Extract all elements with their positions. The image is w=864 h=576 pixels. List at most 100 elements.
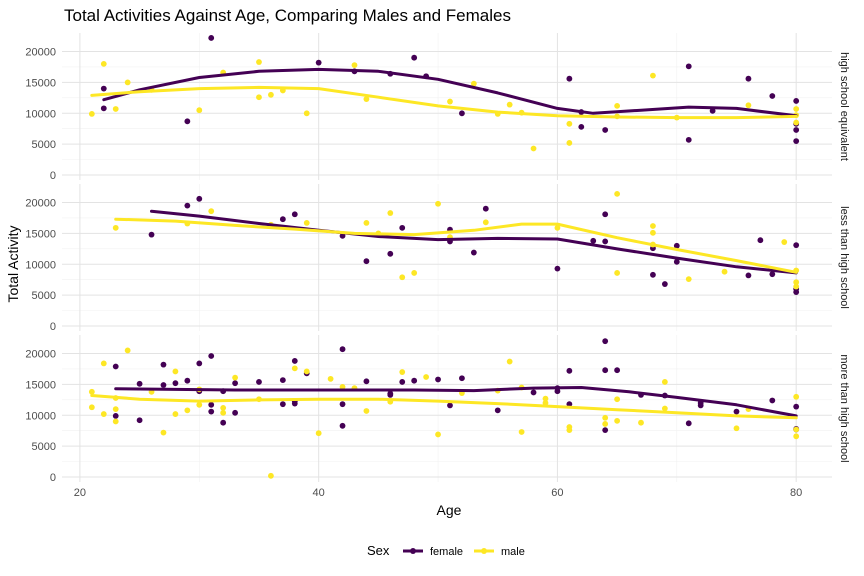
data-point-female — [685, 136, 692, 143]
data-point-male — [661, 379, 668, 385]
smooth-line-female — [102, 67, 798, 118]
data-point-female — [339, 401, 346, 408]
data-point-male — [387, 210, 394, 216]
y-tick-label: 20000 — [25, 198, 56, 210]
data-point-female — [232, 409, 239, 416]
x-tick-label: 80 — [790, 487, 802, 499]
data-point-female — [494, 407, 501, 414]
data-point-male — [88, 388, 95, 395]
data-point-female — [363, 378, 370, 385]
data-point-female — [232, 380, 239, 387]
data-point-female — [279, 377, 286, 383]
data-point-male — [793, 279, 800, 286]
data-point-female — [208, 353, 215, 359]
data-point-male — [554, 224, 561, 231]
legend-label-female: female — [430, 546, 463, 558]
data-point-male — [614, 190, 621, 197]
data-point-female — [291, 400, 298, 407]
data-point-female — [590, 237, 597, 244]
data-point-female — [793, 98, 800, 104]
data-point-male — [268, 472, 274, 479]
data-point-female — [793, 403, 800, 410]
facet-panel: 0 5000 10000 15000 20000 more than high schoo… — [25, 335, 850, 484]
data-point-female — [184, 202, 191, 209]
data-point-female — [279, 216, 286, 223]
data-point-male — [793, 433, 800, 440]
data-point-female — [112, 413, 119, 419]
data-point-male — [793, 393, 800, 400]
data-point-male — [650, 229, 656, 236]
y-tick-label: 10000 — [25, 410, 56, 422]
data-point-male — [399, 369, 406, 375]
data-point-female — [136, 417, 143, 424]
legend: Sex female male — [367, 543, 525, 558]
data-point-female — [769, 397, 776, 404]
x-axis-title: Age — [437, 502, 462, 518]
data-point-male — [363, 220, 370, 226]
data-point-male — [542, 395, 549, 402]
data-point-female — [100, 85, 107, 92]
data-point-female — [650, 271, 656, 278]
data-point-female — [482, 205, 489, 212]
data-point-female — [566, 401, 573, 408]
data-point-female — [459, 110, 465, 117]
data-point-female — [447, 402, 453, 409]
data-point-female — [279, 401, 286, 408]
data-point-female — [554, 265, 561, 272]
data-point-male — [268, 91, 274, 98]
y-tick-label: 15000 — [25, 228, 56, 240]
data-point-female — [411, 377, 418, 384]
data-point-male — [363, 96, 370, 102]
data-point-female — [745, 75, 752, 82]
data-point-female — [435, 376, 441, 383]
x-tick-label: 60 — [551, 487, 563, 499]
data-point-female — [112, 363, 119, 370]
legend-key-point-female — [410, 548, 416, 554]
data-point-female — [685, 63, 692, 70]
data-point-male — [638, 419, 644, 426]
data-point-male — [542, 400, 549, 406]
data-point-male — [650, 223, 656, 229]
data-point-male — [661, 405, 668, 412]
data-point-female — [184, 377, 191, 384]
data-point-male — [506, 101, 513, 108]
data-point-male — [184, 407, 191, 414]
facet-strip-label: less than high school — [838, 206, 850, 309]
data-point-male — [112, 406, 119, 413]
data-point-female — [208, 408, 215, 415]
data-point-female — [733, 408, 740, 415]
data-point-male — [339, 383, 346, 390]
data-point-female — [793, 289, 800, 295]
y-axis-title: Total Activity — [5, 225, 21, 302]
data-point-female — [411, 54, 418, 61]
data-point-female — [769, 271, 776, 278]
data-point-female — [602, 211, 609, 218]
data-point-female — [136, 380, 143, 387]
data-point-female — [578, 123, 585, 130]
y-tick-label: 15000 — [25, 77, 56, 89]
data-point-male — [793, 426, 800, 433]
data-point-female — [387, 250, 394, 257]
data-point-male — [435, 431, 441, 438]
data-point-male — [650, 72, 656, 79]
data-point-female — [315, 59, 322, 66]
data-point-male — [685, 276, 692, 283]
data-point-male — [602, 414, 609, 421]
data-point-female — [661, 281, 668, 287]
data-point-female — [602, 338, 609, 345]
data-point-female — [769, 93, 776, 99]
y-tick-label: 5000 — [32, 139, 56, 151]
data-point-female — [196, 360, 203, 367]
data-point-male — [112, 106, 119, 112]
data-point-female — [709, 107, 716, 114]
data-point-female — [602, 427, 609, 434]
data-point-male — [172, 411, 179, 417]
y-tick-label: 20000 — [25, 349, 56, 361]
data-point-male — [721, 268, 728, 275]
data-point-female — [793, 127, 800, 133]
data-point-male — [124, 347, 131, 354]
data-point-female — [339, 346, 346, 353]
data-point-female — [745, 272, 752, 279]
data-point-male — [100, 360, 107, 367]
smooth-line-female — [150, 209, 798, 275]
